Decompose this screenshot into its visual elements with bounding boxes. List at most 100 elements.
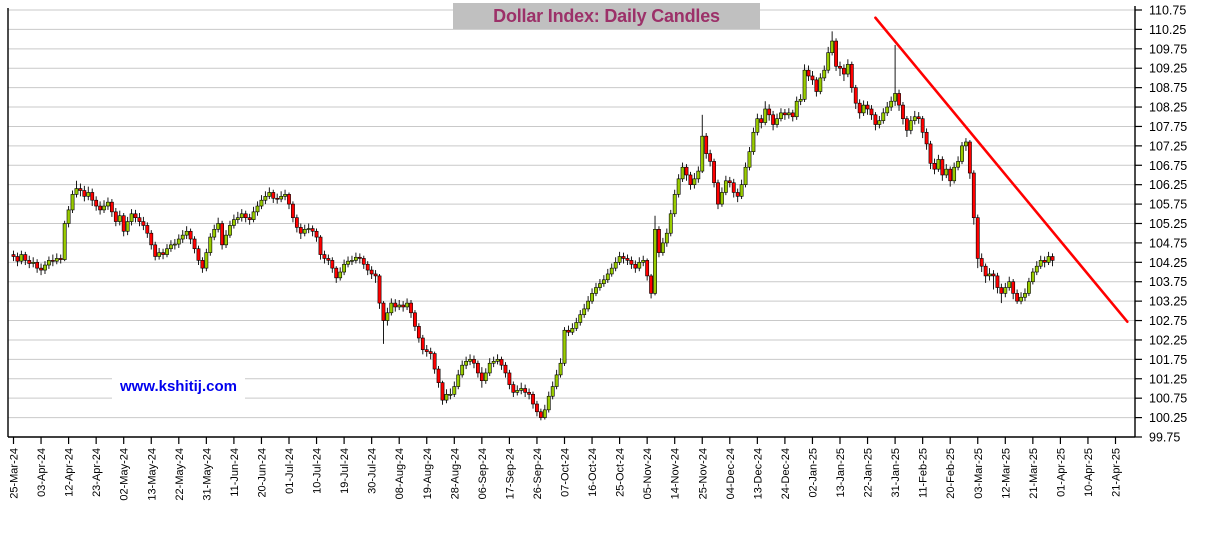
candle-body (479, 372, 484, 382)
candle-body (570, 328, 575, 333)
candle-body (751, 131, 756, 152)
candle-body (948, 168, 953, 182)
candle-body (180, 234, 185, 240)
x-axis-label: 25-Oct-24 (615, 448, 627, 497)
candle-body (842, 67, 846, 75)
candle-body (1007, 281, 1012, 288)
candle-body (157, 252, 162, 257)
candle-body (964, 141, 968, 147)
y-axis-label: 105.75 (1149, 198, 1187, 212)
candle-body (578, 314, 583, 323)
candle-body (1003, 287, 1008, 294)
candle-body (365, 263, 370, 271)
candle-body (94, 199, 99, 207)
candle-body (310, 228, 315, 232)
candle-body (43, 264, 47, 271)
candle-body (98, 205, 102, 211)
candle-body (212, 229, 217, 238)
candle-body (306, 228, 311, 230)
x-axis-label: 16-Oct-24 (587, 448, 599, 497)
candle-body (676, 178, 681, 195)
candle-body (377, 275, 382, 304)
x-axis-label: 07-Oct-24 (560, 448, 572, 497)
y-axis-label: 107.25 (1149, 139, 1187, 153)
candle-body (649, 275, 653, 294)
candle-body (54, 258, 59, 262)
candle-body (176, 238, 181, 245)
candle-body (291, 203, 295, 218)
y-axis-label: 104.75 (1149, 236, 1187, 250)
candle-body (153, 244, 158, 257)
x-axis-label: 28-Aug-24 (449, 448, 461, 499)
x-axis-label: 13-May-24 (146, 448, 158, 501)
candle-body (373, 273, 378, 277)
y-axis-label: 100.25 (1149, 411, 1187, 425)
candle-body (409, 302, 413, 314)
candle-body (165, 248, 169, 255)
x-axis-label: 14-Nov-24 (670, 448, 682, 499)
candle-body (527, 392, 531, 395)
x-axis-label: 11-Feb-25 (918, 448, 930, 498)
candle-body (594, 287, 598, 294)
y-axis-label: 109.75 (1149, 42, 1187, 56)
x-axis-label: 22-Jan-25 (863, 448, 875, 498)
candle-body (263, 196, 268, 201)
candle-body (200, 260, 205, 269)
candle-body (369, 269, 374, 275)
candle-body (897, 93, 901, 106)
candle-body (861, 104, 866, 114)
candle-body (275, 197, 280, 200)
candle-body (19, 254, 24, 262)
candle-body (845, 64, 850, 75)
candle-body (991, 273, 996, 277)
candle-body (810, 75, 815, 81)
candle-body (566, 329, 571, 333)
candle-body (834, 40, 838, 67)
candle-body (786, 112, 791, 116)
candle-body (503, 364, 508, 374)
x-axis-label: 12-Apr-24 (64, 448, 76, 497)
candle-body (723, 180, 728, 193)
x-axis-label: 31-May-24 (201, 448, 213, 501)
candle-body (1015, 293, 1020, 302)
candle-body (420, 337, 425, 350)
candle-body (700, 135, 705, 172)
x-axis-label: 20-Feb-25 (945, 448, 957, 499)
candle-body (747, 151, 752, 168)
candle-body (712, 161, 716, 184)
candle-body (326, 258, 331, 261)
candle-body (133, 213, 138, 218)
candle-body (78, 188, 83, 191)
candle-body (350, 260, 354, 262)
candle-body (86, 192, 91, 197)
candle-body (204, 252, 209, 269)
candle-body (452, 386, 457, 395)
x-axis-label: 24-Dec-24 (780, 448, 792, 499)
candle-body (330, 260, 335, 269)
candle-body (456, 374, 461, 387)
candle-body (971, 172, 976, 218)
x-axis-label: 21-Mar-25 (1028, 448, 1040, 499)
x-axis-label: 19-Jul-24 (339, 448, 351, 494)
candle-body (531, 393, 535, 405)
candle-body (361, 258, 366, 265)
candle-body (920, 118, 925, 133)
candle-body (483, 372, 488, 382)
y-axis-label: 110.75 (1149, 4, 1186, 18)
candle-body (1011, 281, 1016, 294)
candle-body (798, 98, 803, 102)
candle-body (235, 217, 240, 220)
y-axis-label: 108.25 (1149, 101, 1187, 115)
candle-body (1050, 256, 1055, 261)
chart-title: Dollar Index: Daily Candles (453, 3, 760, 29)
candle-body (346, 260, 350, 265)
candle-body (877, 120, 882, 125)
candle-body (912, 116, 917, 121)
candle-body (830, 40, 835, 54)
trendline (874, 16, 1129, 324)
candle-body (58, 258, 63, 260)
candle-body (196, 248, 201, 261)
candle-body (216, 223, 221, 230)
candle-body (617, 256, 622, 263)
candle-body (243, 213, 248, 218)
